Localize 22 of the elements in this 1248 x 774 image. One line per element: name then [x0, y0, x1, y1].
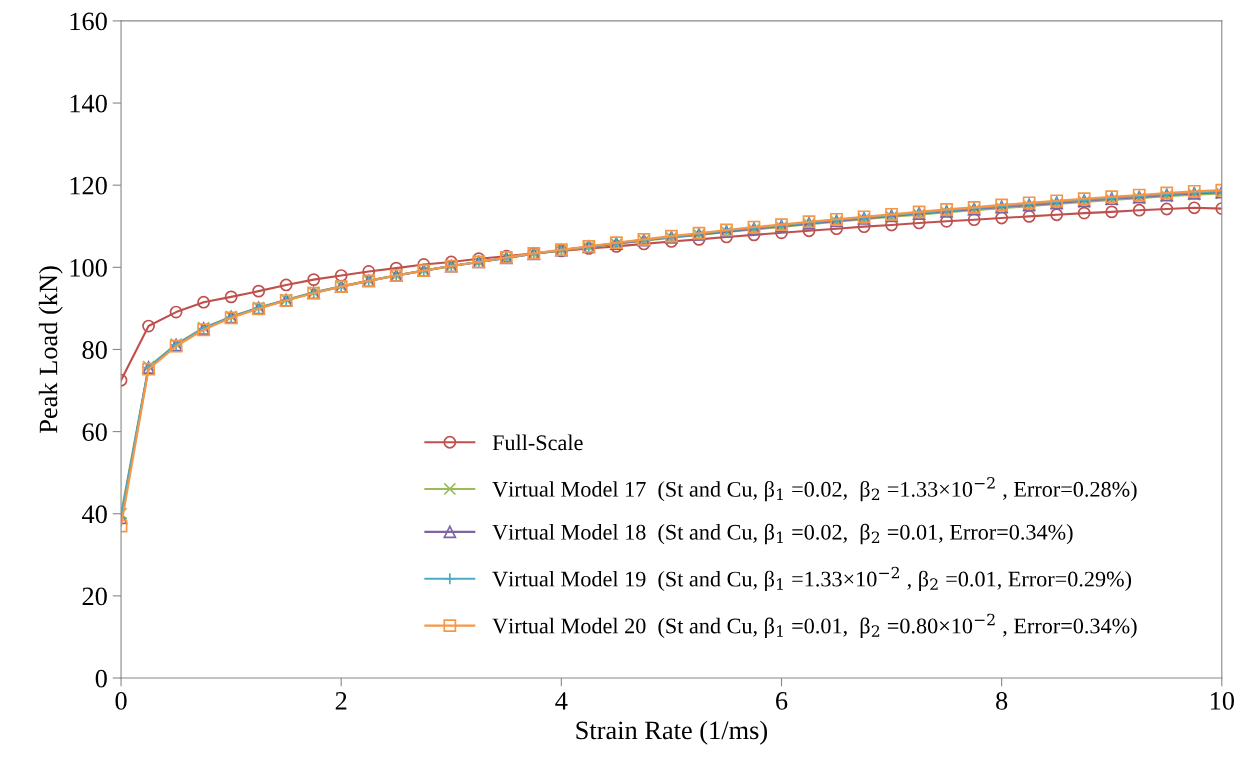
legend-label: Full-Scale	[492, 434, 583, 451]
y-tick-label: 160	[70, 12, 107, 31]
y-tick-label: 100	[70, 258, 107, 277]
x-tick-label: 0	[115, 691, 127, 710]
legend-label: Virtual Model 17 (St and Cu, β$_{1}$ =0.02, β$_{2}$ =1.33×10$^{−2}$ , Error=0.28%)	[492, 476, 1137, 502]
x-tick-label: 10	[1210, 691, 1234, 710]
y-tick-label: 60	[82, 423, 107, 442]
x-tick-label: 6	[776, 692, 788, 710]
legend-label: Virtual Model 18 (St and Cu, β$_{1}$ =0.02, β$_{2}$ =0.01, Error=0.34%)	[492, 523, 1073, 545]
legend-label: Virtual Model 19 (St and Cu, β$_{1}$ =1.33×10$^{−2}$ , β$_{2}$ =0.01, Error=0.29%)	[492, 566, 1132, 592]
x-axis-title: Strain Rate (1/ms)	[576, 720, 768, 745]
y-axis-title: Peak Load (kN)	[38, 266, 63, 433]
y-tick-label: 20	[82, 587, 107, 606]
y-tick-label: 80	[82, 341, 107, 359]
x-tick-label: 2	[335, 692, 347, 710]
legend-label: Virtual Model 20 (St and Cu, β$_{1}$ =0.01, β$_{2}$ =0.80×10$^{−2}$ , Error=0.34%)	[492, 613, 1137, 638]
y-tick-label: 140	[70, 94, 107, 113]
y-tick-label: 40	[81, 505, 107, 524]
y-tick-label: 120	[70, 176, 107, 195]
x-tick-label: 8	[996, 691, 1008, 710]
x-tick-label: 4	[555, 692, 568, 710]
y-tick-label: 0	[95, 669, 107, 688]
